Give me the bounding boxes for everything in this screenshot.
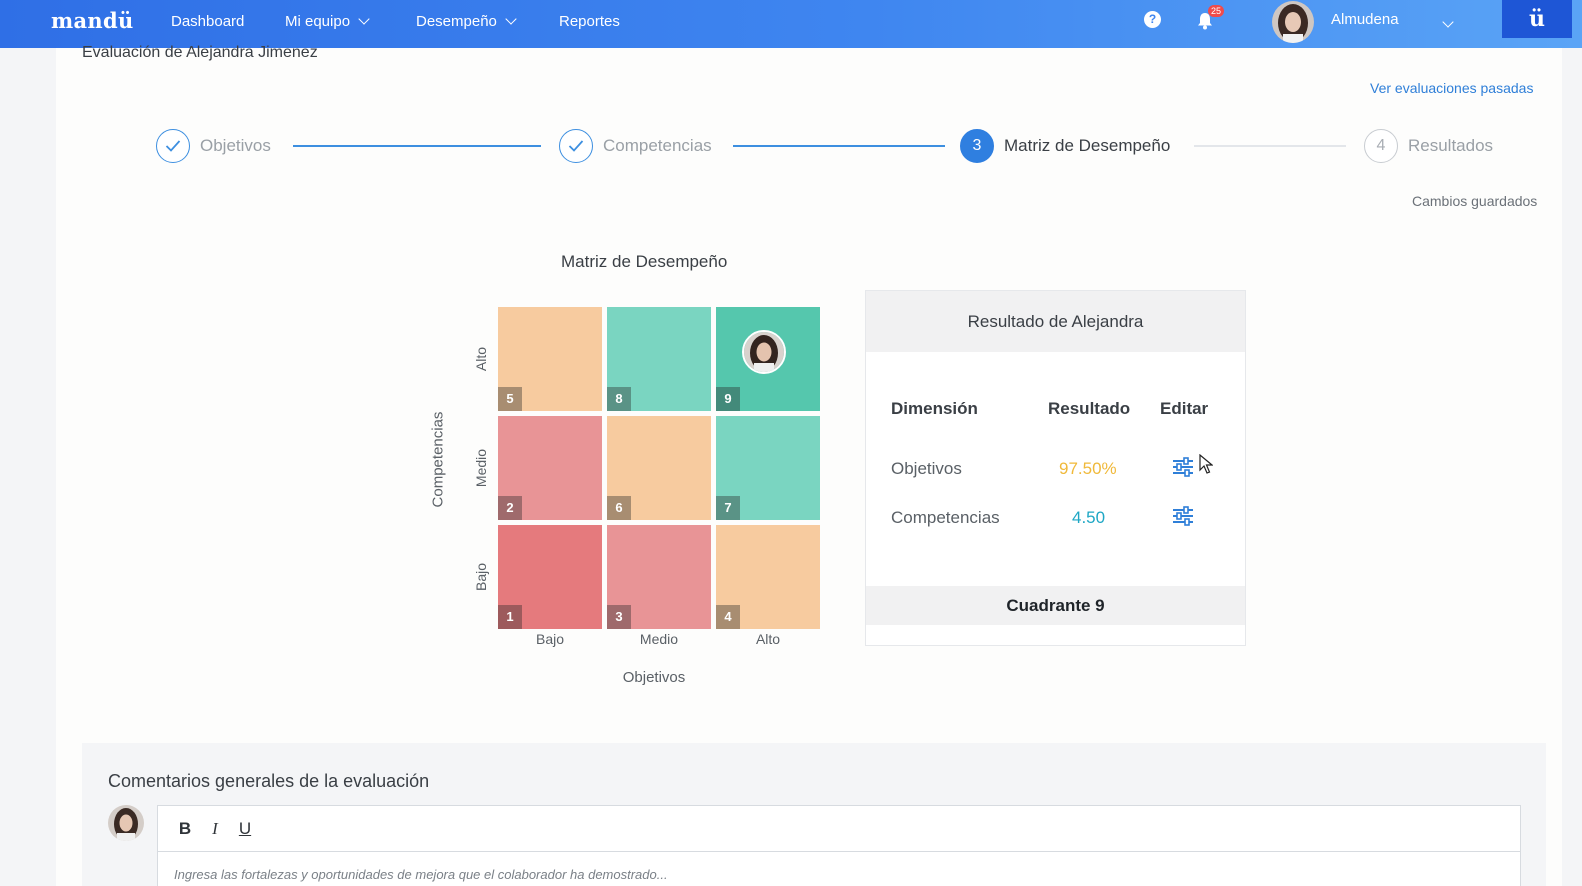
matrix-cell-1[interactable]: 1 [498,525,602,629]
question-circle-icon[interactable]: ? [1144,11,1161,28]
chevron-down-icon [1442,16,1454,28]
cell-number: 1 [498,605,522,629]
step-number: 4 [1364,129,1398,163]
nav-desempeno[interactable]: Desempeño [416,13,517,30]
nav-mi-equipo[interactable]: Mi equipo [285,13,370,30]
cell-number: 5 [498,387,522,411]
matrix-cell-8[interactable]: 8 [607,307,711,411]
matrix-cell-3[interactable]: 3 [607,525,711,629]
user-avatar[interactable] [1272,1,1314,43]
matrix-title: Matriz de Desempeño [561,252,728,271]
sliders-icon[interactable] [1172,506,1194,526]
chevron-down-icon [358,13,370,25]
user-menu-chevron[interactable] [1434,13,1454,31]
row-competencias-label: Competencias [891,508,1000,527]
underline-button[interactable]: U [238,818,252,838]
commenter-avatar [108,805,144,841]
top-navbar: mandü Dashboard Mi equipo Desempeño Repo… [0,0,1582,48]
matrix-cell-4[interactable]: 4 [716,525,820,629]
user-name[interactable]: Almudena [1331,11,1399,28]
step-matriz[interactable]: 3 Matriz de Desempeño [960,128,1170,164]
y-axis-title: Competencias [429,411,447,508]
nav-reportes-label: Reportes [559,13,620,30]
result-title: Resultado de Alejandra [866,291,1245,352]
matrix-cell-7[interactable]: 7 [716,416,820,520]
step-connector [293,145,541,147]
comment-placeholder[interactable]: Ingresa las fortalezas y oportunidades d… [174,867,668,882]
matrix-cell-9[interactable]: 9 [716,307,820,411]
past-evaluations-link[interactable]: Ver evaluaciones pasadas [1370,80,1534,96]
step-label: Resultados [1408,136,1494,155]
nav-dashboard-label: Dashboard [171,13,245,30]
cell-number: 8 [607,387,631,411]
quadrant-result: Cuadrante 9 [866,586,1245,625]
step-connector [1194,145,1346,147]
step-label: Objetivos [200,136,271,155]
step-competencias[interactable]: Competencias [559,128,712,164]
step-number: 3 [960,129,994,163]
nav-mi-equipo-label: Mi equipo [285,13,351,30]
sliders-icon[interactable] [1172,457,1194,477]
mouse-cursor-icon [1199,453,1214,479]
step-resultados[interactable]: 4 Resultados [1364,128,1493,164]
col-editar: Editar [1160,399,1209,418]
check-icon [559,129,593,163]
cell-number: 2 [498,496,522,520]
page-title: Evaluación de Alejandra Jimenez [82,44,318,61]
y-label-medio: Medio [473,448,489,488]
comments-section: Comentarios generales de la evaluación B… [82,743,1546,886]
matrix-cell-2[interactable]: 2 [498,416,602,520]
step-connector [733,145,945,147]
italic-button[interactable]: I [212,818,218,838]
x-axis-title: Objetivos [622,669,686,686]
notification-count-badge: 25 [1208,5,1225,17]
row-objetivos-value: 97.50% [1059,459,1117,478]
x-label-bajo: Bajo [535,631,565,647]
notifications-button[interactable]: 25 [1195,5,1225,33]
matrix-cell-5[interactable]: 5 [498,307,602,411]
check-icon [156,129,190,163]
employee-avatar [742,330,786,374]
x-label-alto: Alto [755,631,781,647]
chevron-down-icon [505,13,517,25]
step-objetivos[interactable]: Objetivos [156,128,271,164]
editor-toolbar: B I U [158,806,1520,852]
y-label-alto: Alto [473,346,489,372]
x-label-medio: Medio [639,631,679,647]
row-objetivos-label: Objetivos [891,459,962,478]
row-competencias-value: 4.50 [1072,508,1106,527]
nav-desempeno-label: Desempeño [416,13,497,30]
mandu-logo[interactable]: mandü [51,8,134,33]
cell-number: 3 [607,605,631,629]
bold-button[interactable]: B [178,818,192,838]
bell-icon [1198,13,1212,30]
step-label: Competencias [603,136,712,155]
cell-number: 7 [716,496,740,520]
nav-dashboard[interactable]: Dashboard [171,13,244,30]
step-label: Matriz de Desempeño [1004,136,1171,155]
col-resultado: Resultado [1048,399,1131,418]
cell-number: 4 [716,605,740,629]
cell-number: 9 [716,387,740,411]
saved-status: Cambios guardados [1412,193,1538,209]
y-label-bajo: Bajo [473,562,489,592]
col-dimension: Dimensión [891,399,978,418]
brand-icon: ü [1529,6,1545,32]
result-panel: Resultado de Alejandra Dimensión Resulta… [865,290,1246,646]
comment-editor[interactable]: B I U Ingresa las fortalezas y oportunid… [157,805,1521,886]
cell-number: 6 [607,496,631,520]
brand-menu-button[interactable]: ü [1502,0,1572,38]
matrix-cell-6[interactable]: 6 [607,416,711,520]
nav-reportes[interactable]: Reportes [559,13,620,30]
comments-title: Comentarios generales de la evaluación [108,771,430,791]
